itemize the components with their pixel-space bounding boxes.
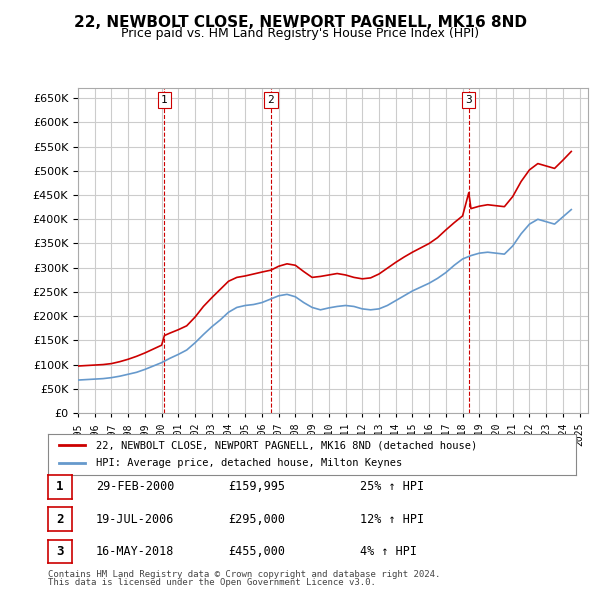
Text: £295,000: £295,000 bbox=[228, 513, 285, 526]
Text: £159,995: £159,995 bbox=[228, 480, 285, 493]
Text: This data is licensed under the Open Government Licence v3.0.: This data is licensed under the Open Gov… bbox=[48, 578, 376, 587]
Text: 19-JUL-2006: 19-JUL-2006 bbox=[96, 513, 175, 526]
Text: 2: 2 bbox=[268, 95, 274, 105]
Text: 1: 1 bbox=[56, 480, 64, 493]
Text: 12% ↑ HPI: 12% ↑ HPI bbox=[360, 513, 424, 526]
Text: Price paid vs. HM Land Registry's House Price Index (HPI): Price paid vs. HM Land Registry's House … bbox=[121, 27, 479, 40]
Text: 3: 3 bbox=[466, 95, 472, 105]
Text: 4% ↑ HPI: 4% ↑ HPI bbox=[360, 545, 417, 558]
Text: 22, NEWBOLT CLOSE, NEWPORT PAGNELL, MK16 8ND (detached house): 22, NEWBOLT CLOSE, NEWPORT PAGNELL, MK16… bbox=[95, 440, 477, 450]
Text: HPI: Average price, detached house, Milton Keynes: HPI: Average price, detached house, Milt… bbox=[95, 458, 402, 468]
Text: 16-MAY-2018: 16-MAY-2018 bbox=[96, 545, 175, 558]
Text: 1: 1 bbox=[161, 95, 168, 105]
Text: 3: 3 bbox=[56, 545, 64, 558]
Text: 29-FEB-2000: 29-FEB-2000 bbox=[96, 480, 175, 493]
Text: 2: 2 bbox=[56, 513, 64, 526]
Text: 25% ↑ HPI: 25% ↑ HPI bbox=[360, 480, 424, 493]
Text: £455,000: £455,000 bbox=[228, 545, 285, 558]
Text: 22, NEWBOLT CLOSE, NEWPORT PAGNELL, MK16 8ND: 22, NEWBOLT CLOSE, NEWPORT PAGNELL, MK16… bbox=[74, 15, 527, 30]
Text: Contains HM Land Registry data © Crown copyright and database right 2024.: Contains HM Land Registry data © Crown c… bbox=[48, 571, 440, 579]
